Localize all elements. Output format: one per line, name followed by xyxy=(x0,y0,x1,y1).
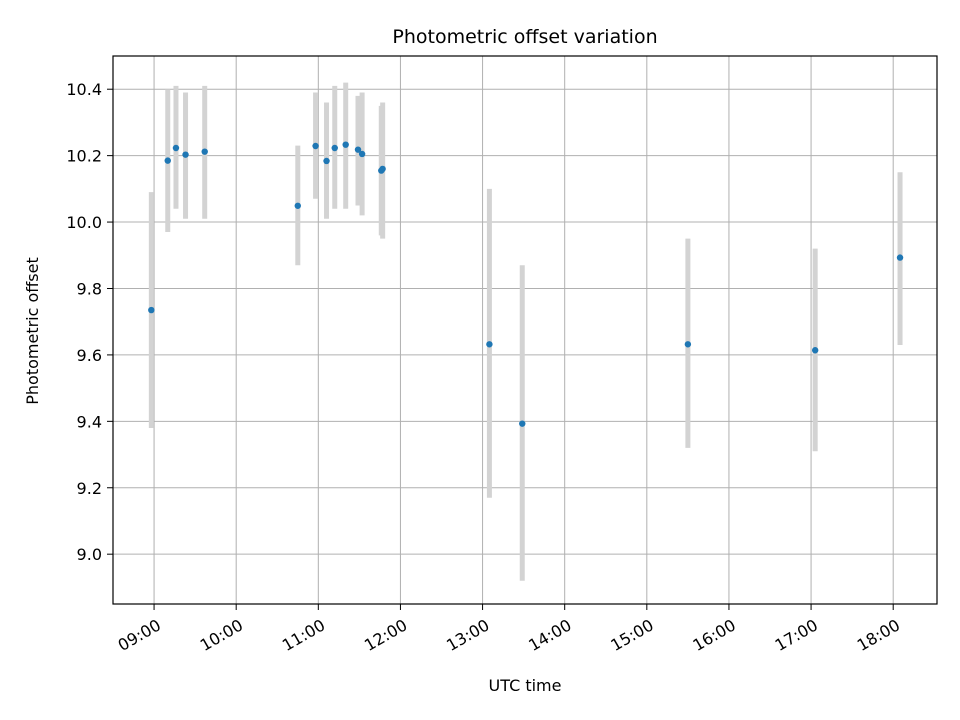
y-tick-label: 10.0 xyxy=(66,213,102,232)
data-point xyxy=(294,202,301,209)
data-point xyxy=(379,165,386,173)
data-point xyxy=(323,157,330,165)
data-point xyxy=(172,144,180,152)
plot-frame xyxy=(112,55,938,605)
data-point xyxy=(342,141,349,148)
data-point xyxy=(331,144,338,152)
data-point xyxy=(164,157,171,164)
y-tick-label: 9.0 xyxy=(77,545,102,564)
y-tick-label: 9.8 xyxy=(77,279,102,298)
chart-title: Photometric offset variation xyxy=(392,26,657,48)
data-point xyxy=(182,151,189,158)
data-points xyxy=(148,141,904,427)
y-axis-ticks: 9.0 9.2 9.4 9.6 9.8 10.0 10.2 10.4 xyxy=(66,80,113,564)
y-tick-label: 10.4 xyxy=(66,80,102,99)
data-point xyxy=(148,306,155,314)
x-axis-label: UTC time xyxy=(489,676,562,695)
data-point xyxy=(358,150,366,158)
data-point xyxy=(486,341,493,348)
y-tick-label: 9.6 xyxy=(77,346,102,365)
y-axis-label: Photometric offset xyxy=(23,257,42,405)
y-tick-label: 10.2 xyxy=(66,147,102,166)
data-point xyxy=(684,341,692,348)
data-point xyxy=(312,142,319,150)
data-point xyxy=(896,254,904,261)
y-tick-label: 9.2 xyxy=(77,479,102,498)
data-point xyxy=(354,146,362,153)
data-point xyxy=(811,347,819,354)
data-point xyxy=(519,420,526,427)
y-tick-label: 9.4 xyxy=(77,412,102,431)
data-point xyxy=(201,148,208,155)
